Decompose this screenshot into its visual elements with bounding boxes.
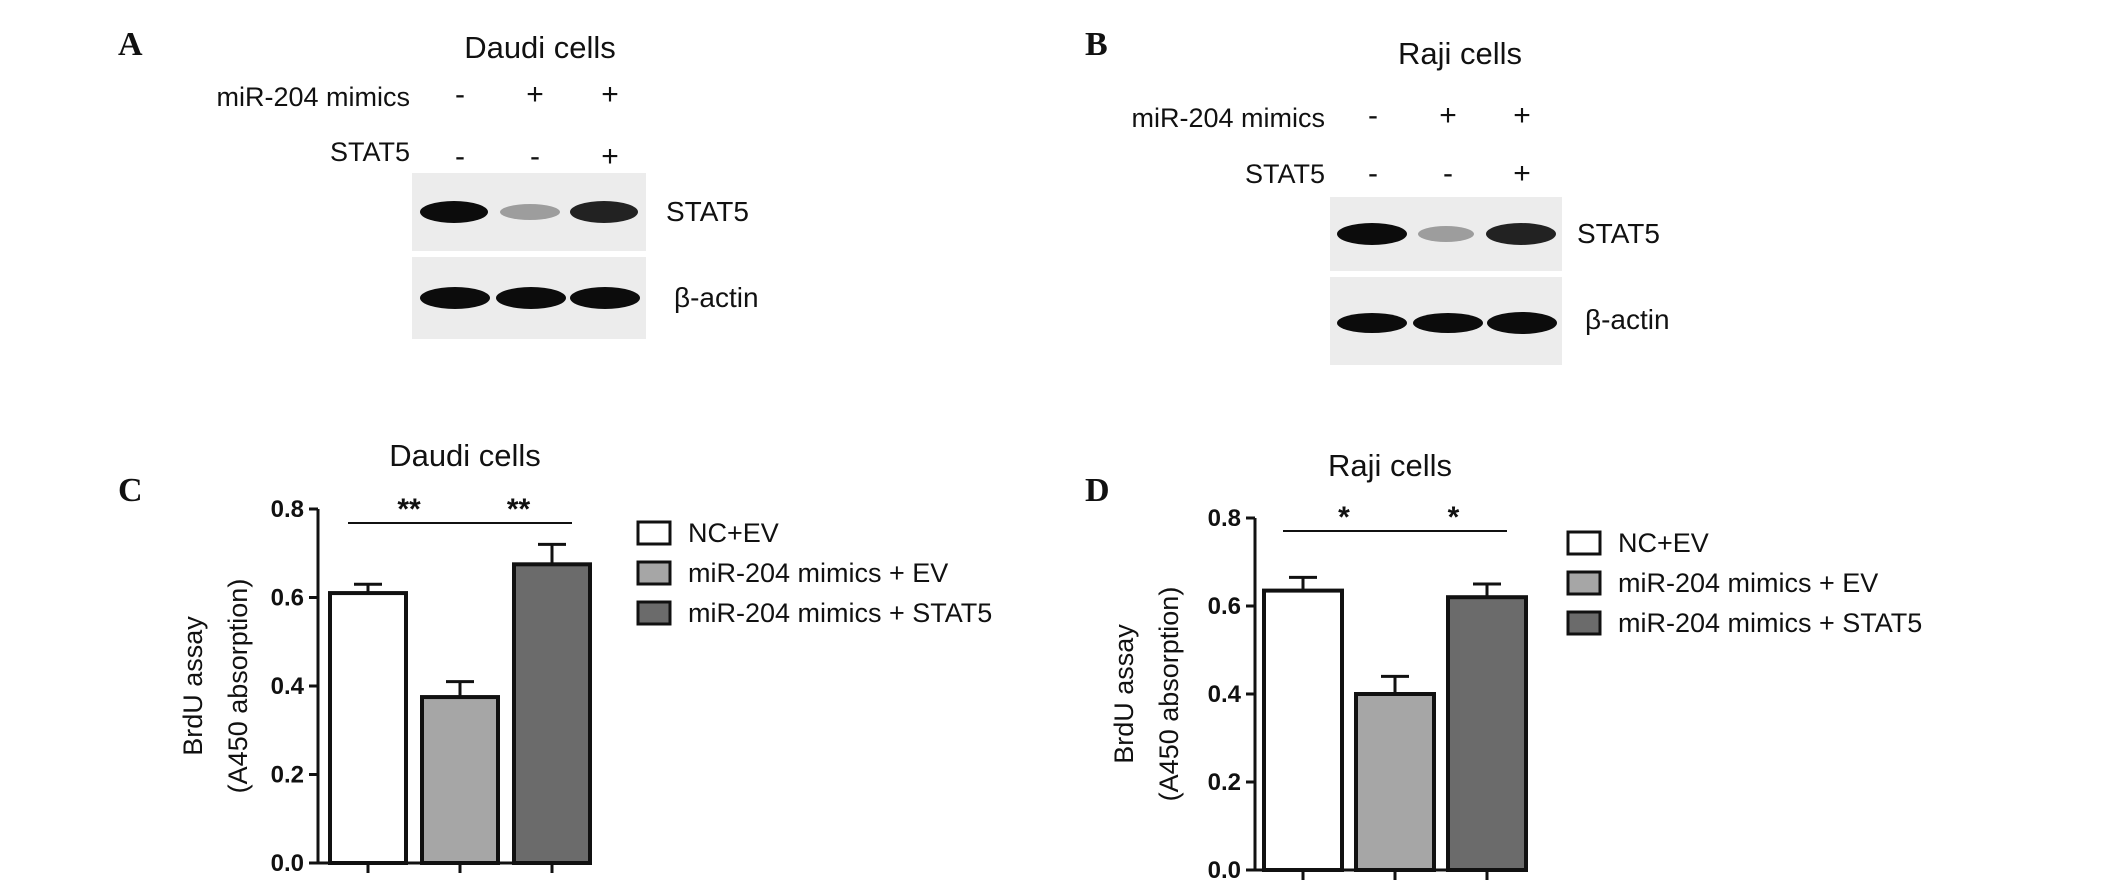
- raji-sig-label-2: *: [1448, 501, 1460, 534]
- raji-title: Raji cells: [1328, 448, 1452, 483]
- panel-b-actin-blot: [1330, 277, 1562, 365]
- daudi-legend-swatch-2: [636, 560, 672, 586]
- panel-a-row1-sign-2: +: [526, 78, 544, 111]
- panel-a-actin-band-1: [420, 287, 490, 309]
- panel-a-stat5-band-3: [570, 201, 638, 223]
- panel-b-stat5-band-3: [1486, 223, 1556, 245]
- daudi-legend-swatch-1: [636, 520, 672, 546]
- daudi-ytick-label-2: 0.4: [271, 673, 305, 700]
- raji-legend-label-1: NC+EV: [1618, 528, 1709, 558]
- panel-a-row1-sign-1: -: [455, 78, 465, 111]
- panel-b-blot2-label: β-actin: [1585, 304, 1670, 335]
- daudi-legend-label-2: miR-204 mimics + EV: [688, 558, 948, 588]
- panel-b-actin-band-2: [1413, 313, 1483, 333]
- raji-ytick-label-0: 0.0: [1208, 857, 1241, 884]
- panel-letter-c: C: [118, 472, 143, 509]
- panel-a-title: Daudi cells: [464, 30, 616, 65]
- raji-legend-label-2: miR-204 mimics + EV: [1618, 568, 1878, 598]
- panel-a-row2-label: STAT5: [329, 137, 410, 167]
- panel-b-row1-sign-1: -: [1368, 99, 1378, 132]
- raji-bar-1: [1262, 588, 1344, 872]
- raji-bar-3: [1446, 595, 1528, 872]
- panel-a-row2-sign-3: +: [601, 140, 619, 173]
- daudi-ytick-label-1: 0.2: [271, 762, 304, 789]
- panel-b-actin-band-1: [1337, 313, 1407, 333]
- raji-ylabel-line1: BrdU assay: [1109, 624, 1139, 764]
- panel-a-actin-band-2: [496, 287, 566, 309]
- raji-sig-label-1: *: [1338, 501, 1350, 534]
- panel-letter-d: D: [1085, 472, 1110, 509]
- daudi-sig-label-1: **: [397, 493, 421, 526]
- panel-a-blot1-label: STAT5: [666, 196, 749, 227]
- panel-b-stat5-blot: [1330, 197, 1562, 271]
- panel-a-actin-band-3: [570, 287, 640, 309]
- daudi-title: Daudi cells: [389, 438, 541, 473]
- raji-ylabel-line2: (A450 absorption): [1154, 587, 1184, 802]
- panel-letter-b: B: [1085, 26, 1108, 63]
- panel-b-row2-sign-2: -: [1443, 157, 1453, 190]
- raji-legend-swatch-1: [1566, 530, 1602, 556]
- panel-a-blot2-label: β-actin: [674, 282, 759, 313]
- panel-a-row2-sign-1: -: [455, 140, 465, 173]
- raji-legend-swatch-2: [1566, 570, 1602, 596]
- panel-b-row1-sign-2: +: [1439, 99, 1457, 132]
- panel-b-row1-sign-3: +: [1513, 99, 1531, 132]
- panel-b-blot1-label: STAT5: [1577, 218, 1660, 249]
- daudi-ylabel-line1: BrdU assay: [178, 616, 208, 756]
- bar-chart-raji: Raji cells BrdU assay (A450 absorption) 0.0…: [1109, 448, 1922, 884]
- panel-a-row1-label: miR-204 mimics: [216, 82, 410, 112]
- raji-ytick-label-2: 0.4: [1208, 681, 1242, 708]
- raji-ytick-label-4: 0.8: [1208, 505, 1241, 532]
- panel-b-stat5-band-2: [1418, 226, 1474, 242]
- daudi-sig-label-2: **: [507, 493, 531, 526]
- raji-ytick-label-3: 0.6: [1208, 593, 1241, 620]
- panel-b-row1-label: miR-204 mimics: [1131, 103, 1325, 133]
- daudi-legend-label-1: NC+EV: [688, 518, 779, 548]
- panel-a-row2-sign-2: -: [530, 140, 540, 173]
- panel-b-title: Raji cells: [1397, 36, 1523, 71]
- daudi-bar-2: [420, 695, 500, 865]
- daudi-ylabel-line2: (A450 absorption): [223, 579, 253, 794]
- panel-a-actin-blot: [412, 257, 646, 339]
- daudi-ytick-label-3: 0.6: [271, 585, 304, 612]
- daudi-legend-label-3: miR-204 mimics + STAT5: [688, 598, 992, 628]
- panel-b-stat5-band-1: [1337, 223, 1407, 245]
- daudi-ytick-label-4: 0.8: [271, 496, 304, 523]
- daudi-ytick-label-0: 0.0: [271, 850, 304, 877]
- panel-b-row2-sign-1: -: [1368, 157, 1378, 190]
- raji-legend-swatch-3: [1566, 610, 1602, 636]
- panel-a-stat5-band-1: [420, 201, 488, 223]
- daudi-bar-3: [512, 562, 592, 865]
- panel-b-row2-label: STAT5: [1244, 159, 1325, 189]
- raji-ytick-label-1: 0.2: [1208, 769, 1241, 796]
- daudi-legend-swatch-3: [636, 600, 672, 626]
- panel-a-stat5-blot: [412, 173, 646, 251]
- panel-b-actin-band-3: [1487, 312, 1557, 334]
- panel-b-row2-sign-3: +: [1513, 157, 1531, 190]
- panel-letter-a: A: [118, 26, 143, 63]
- panel-a-stat5-band-2: [500, 204, 560, 220]
- raji-legend-label-3: miR-204 mimics + STAT5: [1618, 608, 1922, 638]
- panel-a-row1-sign-3: +: [601, 78, 619, 111]
- bar-chart-daudi: Daudi cells BrdU assay (A450 absorption) 0.…: [178, 438, 992, 877]
- raji-bar-2: [1354, 692, 1436, 872]
- daudi-bar-1: [328, 591, 408, 865]
